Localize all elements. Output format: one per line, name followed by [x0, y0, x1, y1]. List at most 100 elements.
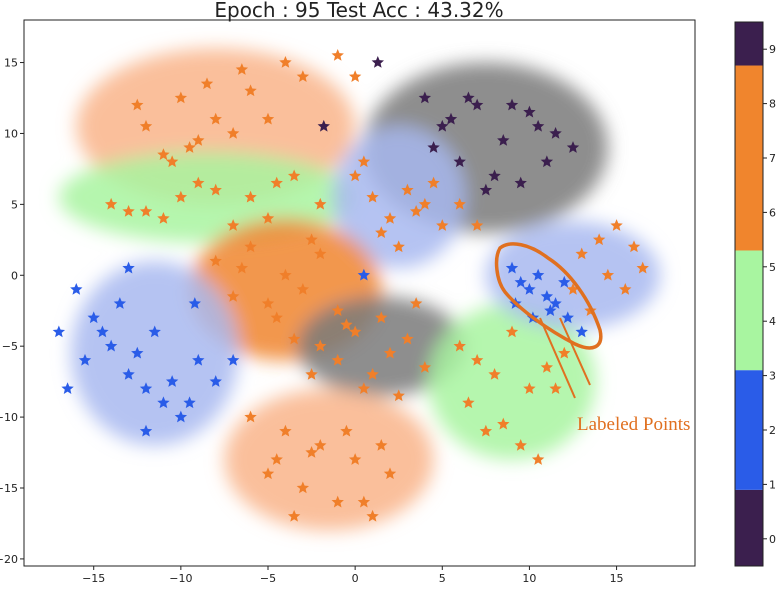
- point-class-1: [139, 424, 153, 437]
- point-class-9: [540, 155, 554, 168]
- point-class-5: [558, 346, 571, 359]
- point-class-4: [174, 190, 188, 203]
- point-class-3: [470, 219, 484, 231]
- point-class-2: [561, 311, 574, 324]
- point-class-2: [575, 247, 588, 260]
- point-class-1: [113, 297, 127, 309]
- point-class-9: [523, 105, 536, 118]
- colorbar-frame: [734, 21, 764, 567]
- colorbar-tick-label: 4: [769, 315, 776, 328]
- point-class-6: [331, 48, 344, 61]
- colorbar-tick-label: 5: [769, 261, 776, 274]
- point-class-1: [104, 339, 118, 352]
- point-class-7: [261, 467, 275, 480]
- point-class-4: [139, 204, 153, 217]
- point-class-8: [209, 254, 222, 267]
- point-class-1: [192, 353, 205, 366]
- point-class-2: [592, 233, 606, 246]
- point-class-7: [270, 453, 283, 465]
- point-class-6: [261, 112, 275, 125]
- point-class-2: [505, 261, 519, 274]
- annotation-label: Labeled Points: [577, 414, 690, 435]
- point-class-2: [636, 261, 649, 274]
- point-class-7: [383, 467, 397, 480]
- point-class-1: [131, 346, 144, 359]
- point-class-1: [78, 353, 92, 366]
- x-tick-label: −10: [169, 572, 192, 585]
- point-class-4: [270, 176, 283, 189]
- y-tick-label: 0: [11, 269, 18, 282]
- point-class-6: [157, 148, 170, 160]
- point-class-7: [305, 446, 318, 458]
- point-class-2: [523, 282, 536, 295]
- chart-title: Epoch : 95 Test Acc : 43.32%: [214, 0, 503, 22]
- point-class-0: [392, 389, 405, 402]
- x-axis: −15 −10 −5 0 5 10 15: [82, 566, 624, 585]
- colorbar-tick-label: 7: [769, 152, 776, 165]
- y-tick-label: −20: [0, 553, 18, 566]
- point-class-1: [61, 382, 74, 394]
- point-class-1: [157, 396, 170, 409]
- point-class-2: [544, 304, 557, 316]
- point-class-6: [183, 141, 196, 153]
- annotation-layer: Labeled Points: [494, 242, 690, 435]
- y-tick-label: 15: [4, 57, 18, 70]
- point-class-7: [366, 509, 379, 522]
- point-class-4: [157, 212, 170, 224]
- point-class-8: [279, 268, 292, 281]
- point-class-9: [462, 91, 475, 104]
- point-class-3: [348, 169, 362, 182]
- point-class-6: [348, 70, 362, 82]
- point-class-3: [392, 240, 405, 253]
- point-class-7: [340, 424, 353, 437]
- point-class-5: [523, 382, 536, 394]
- point-class-9: [531, 119, 545, 132]
- point-class-6: [209, 112, 222, 125]
- point-class-2: [575, 325, 588, 338]
- point-class-6: [279, 56, 292, 68]
- point-class-4: [226, 219, 240, 231]
- point-class-9: [453, 155, 466, 168]
- point-class-6: [192, 134, 205, 146]
- point-class-0: [340, 318, 353, 331]
- point-class-9: [444, 112, 458, 125]
- colorbar: 0 1 2 3 4 5 6 7 8 9: [734, 21, 776, 567]
- point-class-1: [148, 325, 161, 338]
- x-tick-label: 15: [610, 572, 624, 585]
- point-class-0: [409, 297, 423, 309]
- y-tick-label: −10: [0, 411, 18, 424]
- point-class-2: [566, 282, 580, 295]
- labeled-points-outline: [494, 242, 603, 350]
- point-class-8: [287, 332, 301, 345]
- point-class-9: [427, 141, 440, 153]
- point-class-4: [261, 212, 275, 224]
- colorbar-segment: [735, 370, 763, 490]
- point-class-1: [96, 325, 109, 338]
- point-class-6: [244, 84, 257, 97]
- colorbar-tick-label: 1: [769, 478, 776, 491]
- cluster-density-2: [485, 221, 661, 330]
- y-tick-label: −15: [0, 482, 18, 495]
- point-class-7: [244, 410, 257, 423]
- point-class-1: [226, 353, 240, 366]
- colorbar-segment: [735, 65, 763, 251]
- point-class-1: [174, 410, 188, 423]
- point-class-4: [209, 183, 222, 196]
- point-class-8: [296, 282, 310, 295]
- point-class-9: [479, 183, 493, 196]
- point-class-9: [505, 98, 519, 111]
- point-class-2: [549, 297, 562, 309]
- point-class-7: [296, 481, 310, 494]
- point-class-6: [296, 70, 310, 82]
- colorbar-tick-label: 6: [769, 206, 776, 219]
- point-class-1: [139, 382, 153, 394]
- point-class-0: [305, 368, 318, 380]
- point-class-7: [348, 453, 362, 465]
- colorbar-tick-label: 0: [769, 533, 776, 546]
- labeled-points-arrow-line-1: [539, 317, 576, 399]
- point-class-8: [331, 304, 344, 316]
- point-class-8: [261, 297, 275, 309]
- point-class-1: [70, 282, 83, 295]
- point-class-9: [549, 126, 562, 139]
- point-class-1: [183, 396, 196, 409]
